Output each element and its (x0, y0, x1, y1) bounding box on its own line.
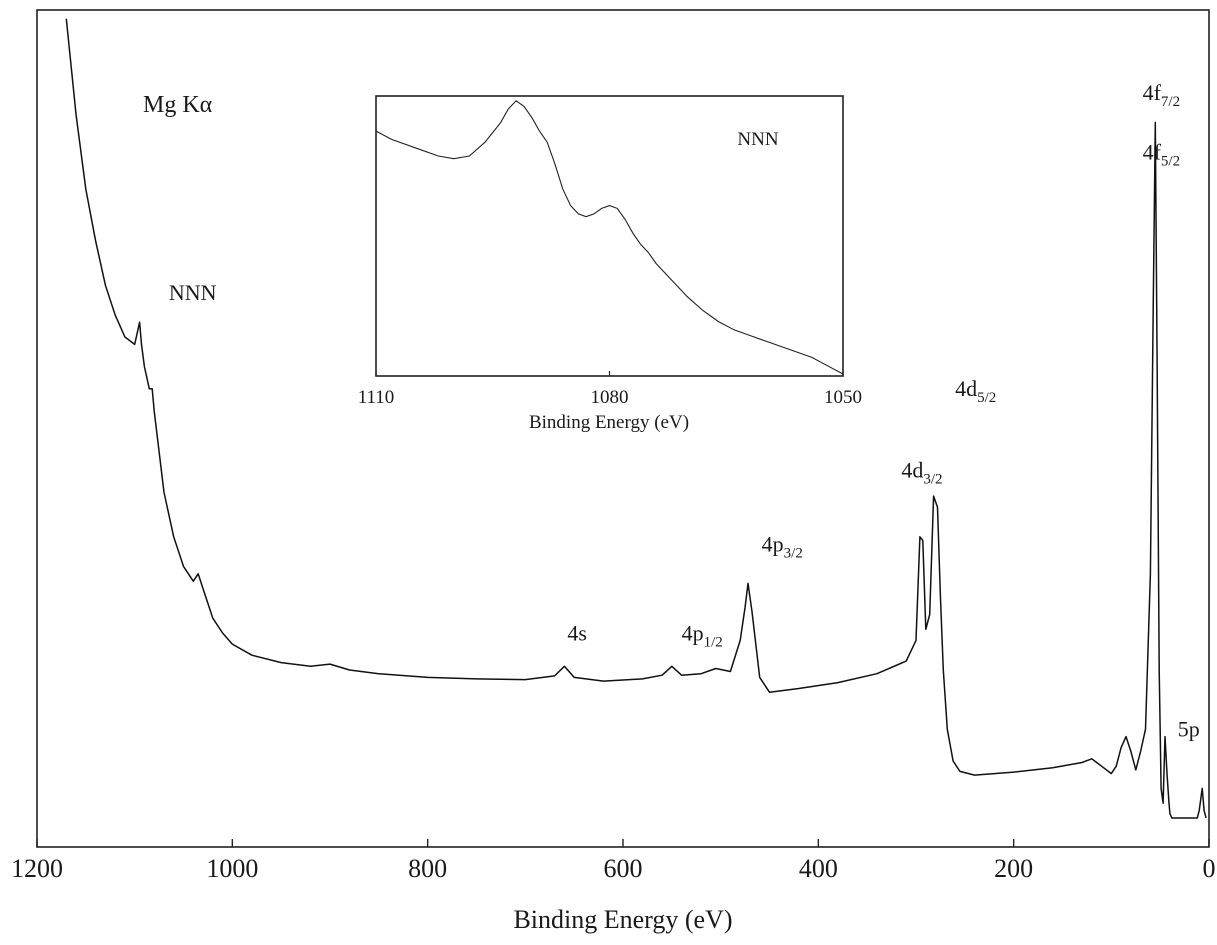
inset-spectrum-line (375, 100, 844, 375)
main-x-tick-label: 200 (994, 854, 1033, 883)
peak-label: 4f5/2 (1143, 139, 1181, 169)
main-x-tick-label: 800 (408, 854, 447, 883)
inset-x-tick-label: 1110 (358, 387, 395, 408)
peak-label: 5p (1178, 717, 1200, 742)
peak-label-main: 4s (567, 620, 587, 645)
inset-label: NNN (737, 129, 778, 150)
peak-label: 4p3/2 (762, 532, 803, 562)
inset-x-axis-title: Binding Energy (eV) (529, 412, 689, 433)
peak-label-subscript: 1/2 (704, 634, 723, 650)
peak-label-main: 5p (1178, 717, 1200, 742)
main-x-tick-label: 1200 (11, 854, 63, 883)
peak-label-main: 4d (901, 458, 923, 483)
peak-label-main: 4p (762, 532, 784, 557)
main-x-tick-label: 1000 (206, 854, 258, 883)
peak-label-main: 4f (1143, 80, 1162, 105)
peak-label-main: 4f (1143, 139, 1162, 164)
main-x-tick-label: 0 (1203, 854, 1216, 883)
peak-label-subscript: 3/2 (923, 472, 942, 488)
peak-label-main: 4d (955, 376, 977, 401)
main-x-tick-label: 600 (604, 854, 643, 883)
peak-label: 4s (567, 620, 587, 645)
main-x-tick-label: 400 (799, 854, 838, 883)
peak-label-subscript: 5/2 (977, 390, 996, 406)
peak-label-subscript: 5/2 (1161, 153, 1180, 169)
peak-label: NNN (169, 280, 217, 305)
peak-label: 4d3/2 (901, 458, 942, 488)
survey-spectrum-line (65, 18, 1207, 819)
peak-label-subscript: 3/2 (784, 546, 803, 562)
peak-label: 4p1/2 (682, 620, 723, 650)
peak-label: 4f7/2 (1143, 80, 1181, 110)
inset-x-tick-label: 1050 (824, 387, 862, 408)
peak-label-main: 4p (682, 620, 704, 645)
peak-label-subscript: 7/2 (1161, 94, 1180, 110)
peak-label-main: NNN (169, 280, 217, 305)
main-x-axis-title: Binding Energy (eV) (513, 905, 732, 934)
source-label: Mg Kα (143, 92, 213, 118)
peak-label: 4d5/2 (955, 376, 996, 406)
inset-x-tick-label: 1080 (591, 387, 629, 408)
